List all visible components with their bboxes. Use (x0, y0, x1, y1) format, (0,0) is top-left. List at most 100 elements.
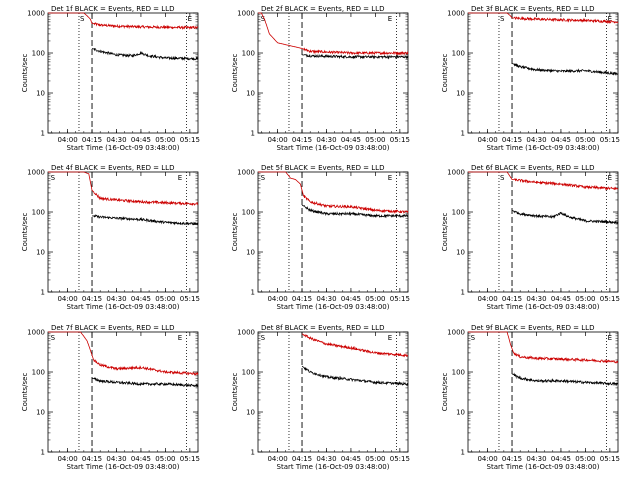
x-tick-label: 04:15 (82, 136, 102, 144)
chart-panel-8: Det 8f BLACK = Events, RED = LLD 1 10 100 10… (231, 324, 410, 471)
y-axis-label: Counts/sec (21, 373, 29, 412)
x-tick-label: 04:30 (316, 455, 336, 463)
y-tick-label: 1 (461, 289, 465, 297)
y-tick-label: 1000 (27, 10, 45, 18)
y-tick-label: 100 (452, 50, 465, 58)
y-tick-label: 10 (456, 249, 465, 257)
x-axis-label: Start Time (16-Oct-09 03:48:00) (487, 303, 600, 311)
y-tick-label: 1000 (447, 329, 465, 337)
x-tick-label: 05:15 (390, 455, 410, 463)
x-tick-label: 04:45 (131, 455, 151, 463)
interval-marker-label: S (471, 334, 476, 342)
series-line-1 (301, 333, 409, 358)
y-tick-label: 100 (32, 50, 45, 58)
y-axis-label: Counts/sec (21, 54, 29, 93)
x-tick-label: 04:00 (267, 455, 287, 463)
y-tick-label: 100 (452, 369, 465, 377)
x-tick-label: 04:30 (106, 295, 126, 303)
x-tick-label: 04:45 (341, 136, 361, 144)
y-tick-label: 1000 (447, 10, 465, 18)
y-tick-label: 1000 (27, 169, 45, 177)
y-tick-label: 10 (246, 409, 255, 417)
x-tick-label: 05:00 (155, 295, 175, 303)
x-tick-label: 04:30 (316, 295, 336, 303)
interval-marker-label: S (261, 334, 266, 342)
y-tick-label: 100 (242, 369, 255, 377)
x-tick-label: 05:15 (390, 295, 410, 303)
y-tick-label: 100 (242, 50, 255, 58)
y-axis-label: Counts/sec (231, 213, 239, 252)
x-tick-label: 04:30 (526, 455, 546, 463)
x-tick-label: 04:45 (131, 295, 151, 303)
y-axis-label: Counts/sec (441, 213, 449, 252)
chart-title: Det 8f BLACK = Events, RED = LLD (261, 324, 384, 332)
y-tick-label: 1000 (237, 329, 255, 337)
y-tick-label: 1 (41, 130, 45, 138)
chart-panel-9: Det 9f BLACK = Events, RED = LLD 1 10 100 10… (441, 324, 620, 471)
x-tick-label: 04:30 (316, 136, 336, 144)
chart-title: Det 2f BLACK = Events, RED = LLD (261, 5, 384, 13)
x-tick-label: 04:00 (477, 295, 497, 303)
x-axis-label: Start Time (16-Oct-09 03:48:00) (487, 144, 600, 152)
x-tick-label: 05:00 (155, 136, 175, 144)
interval-marker-label: E (388, 15, 392, 23)
chart-panel-1: Det 1f BLACK = Events, RED = LLD 1 10 100 10… (21, 5, 200, 152)
chart-panel-7: Det 7f BLACK = Events, RED = LLD 1 10 100 10… (21, 324, 200, 471)
chart-title: Det 5f BLACK = Events, RED = LLD (261, 164, 384, 172)
y-tick-label: 1000 (237, 169, 255, 177)
plot-frame (47, 12, 199, 134)
y-tick-label: 10 (36, 90, 45, 98)
y-tick-label: 1 (251, 289, 255, 297)
interval-marker-label: S (500, 15, 505, 23)
interval-marker-label: S (51, 174, 56, 182)
interval-marker-label: E (388, 334, 392, 342)
chart-title: Det 7f BLACK = Events, RED = LLD (51, 324, 174, 332)
chart-title: Det 9f BLACK = Events, RED = LLD (471, 324, 594, 332)
interval-marker-label: E (178, 334, 182, 342)
plot-frame (257, 12, 409, 134)
x-tick-label: 04:00 (57, 136, 77, 144)
interval-marker-label: S (500, 174, 505, 182)
x-tick-label: 05:00 (575, 136, 595, 144)
y-tick-label: 1000 (447, 169, 465, 177)
chart-panel-6: Det 6f BLACK = Events, RED = LLD 1 10 100 10… (441, 164, 620, 311)
x-axis-label: Start Time (16-Oct-09 03:48:00) (67, 144, 180, 152)
interval-marker-label: S (80, 15, 85, 23)
series-line-1 (48, 12, 199, 31)
series-line-2 (511, 372, 619, 387)
x-tick-label: 05:15 (600, 295, 620, 303)
x-axis-label: Start Time (16-Oct-09 03:48:00) (277, 144, 390, 152)
y-tick-label: 1 (461, 449, 465, 457)
y-axis-label: Counts/sec (231, 373, 239, 412)
plot-frame (467, 12, 619, 134)
x-tick-label: 04:30 (526, 295, 546, 303)
plot-frame (257, 331, 409, 453)
x-tick-label: 05:00 (365, 295, 385, 303)
y-tick-label: 1 (41, 289, 45, 297)
x-tick-label: 05:15 (180, 295, 200, 303)
series-line-2 (301, 53, 409, 60)
y-tick-label: 1 (251, 449, 255, 457)
x-axis-label: Start Time (16-Oct-09 03:48:00) (487, 463, 600, 471)
y-tick-label: 10 (246, 249, 255, 257)
y-tick-label: 100 (452, 209, 465, 217)
chart-title: Det 3f BLACK = Events, RED = LLD (471, 5, 594, 13)
x-tick-label: 04:45 (551, 295, 571, 303)
plot-frame (467, 171, 619, 293)
x-tick-label: 04:15 (292, 136, 312, 144)
series-line-1 (48, 171, 199, 207)
series-line-1 (48, 331, 199, 376)
series-line-2 (92, 214, 199, 226)
series-line-2 (301, 365, 409, 387)
x-axis-label: Start Time (16-Oct-09 03:48:00) (277, 463, 390, 471)
plot-frame (257, 171, 409, 293)
x-tick-label: 04:00 (267, 295, 287, 303)
x-tick-label: 05:00 (155, 455, 175, 463)
y-axis-label: Counts/sec (441, 54, 449, 93)
series-line-1 (258, 12, 409, 56)
x-tick-label: 04:00 (477, 455, 497, 463)
series-line-1 (468, 331, 619, 364)
x-tick-label: 04:00 (57, 455, 77, 463)
interval-marker-label: E (178, 174, 182, 182)
